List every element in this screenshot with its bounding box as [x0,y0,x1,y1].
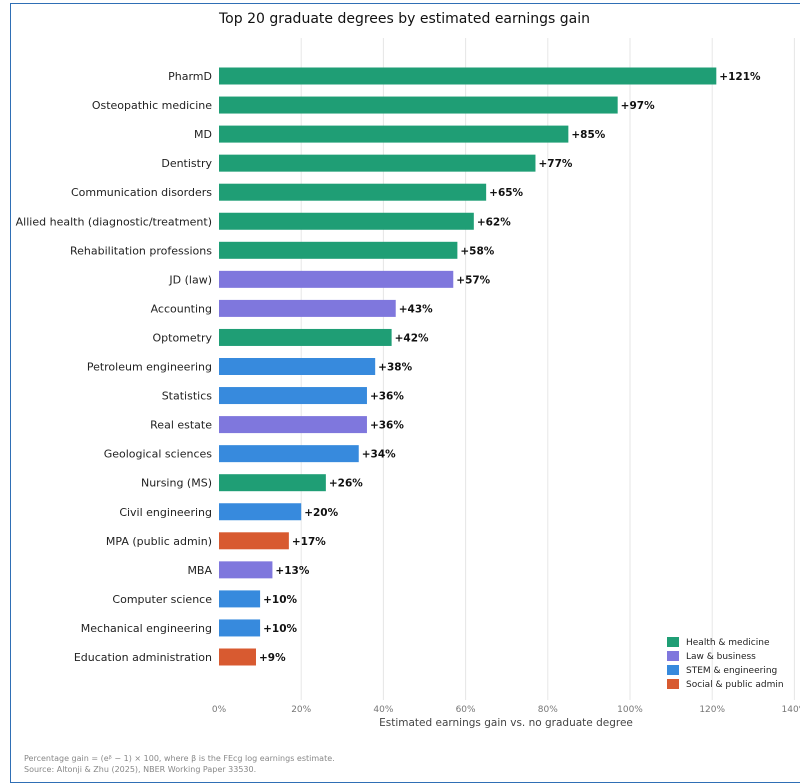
category-label: JD (law) [168,273,212,286]
bar [219,532,289,550]
bar [219,270,454,288]
value-label: +38% [378,362,412,374]
x-tick-label: 0% [212,705,227,715]
legend-label: Social & public admin [686,680,784,690]
value-label: +58% [460,245,494,257]
x-axis-title: Estimated earnings gain vs. no graduate … [379,717,633,729]
value-label: +65% [489,187,523,199]
value-label: +13% [275,565,309,577]
category-label: MPA (public admin) [106,535,212,548]
value-label: +36% [370,391,404,403]
value-label: +121% [719,71,761,83]
bar [219,358,376,375]
value-label: +77% [538,158,572,170]
category-label: Mechanical engineering [81,622,212,635]
footnote-formula: Percentage gain = (eᵝ − 1) × 100, where … [24,754,335,763]
category-label: Geological sciences [104,448,213,461]
chart-title: Top 20 graduate degrees by estimated ear… [218,11,590,27]
category-label: Osteopathic medicine [92,99,212,112]
value-label: +34% [362,449,396,461]
category-label: Accounting [151,302,212,315]
legend: Health & medicine Law & business STEM & en… [667,637,784,690]
legend-label: Law & business [686,652,756,662]
legend-label: Health & medicine [686,638,770,648]
value-label: +97% [621,100,655,112]
bar [219,590,261,608]
value-label: +10% [263,623,297,635]
value-label: +10% [263,594,297,606]
legend-label: STEM & engineering [686,666,777,676]
bar [219,328,392,346]
value-label: +85% [571,129,605,141]
footnote-source: Source: Altonji & Zhu (2025), NBER Worki… [24,765,256,774]
value-label: +57% [456,274,490,286]
category-label: Real estate [150,419,212,432]
category-label: MBA [187,564,212,577]
bar [219,154,536,172]
x-tick-label: 140% [782,705,800,715]
bar [219,561,273,579]
value-label: +20% [304,507,338,519]
value-label: +26% [329,478,363,490]
value-label: +62% [477,216,511,228]
bar [219,474,326,492]
legend-swatch [667,651,679,661]
x-tick-label: 120% [699,705,725,715]
value-label: +9% [259,652,286,664]
value-label: +36% [370,420,404,432]
bar [219,648,256,666]
value-label: +42% [395,332,429,344]
bar [219,387,367,405]
category-label: Education administration [74,651,212,664]
value-label: +17% [292,536,326,548]
x-tick-label: 100% [617,705,643,715]
labels: PharmD +121% Osteopathic medicine +97% MD +85… [16,70,761,664]
bar [219,299,396,317]
bars [219,67,717,666]
category-label: MD [194,128,212,141]
bar [219,503,302,521]
x-axis-ticks: 0% 20% 40% 60% 80% 100% 120% 140% [212,705,800,715]
gridlines [300,38,795,700]
category-label: Dentistry [161,157,212,170]
bar [219,212,474,230]
bar [219,96,618,114]
value-label: +43% [399,303,433,315]
legend-swatch [667,665,679,675]
x-tick-label: 20% [291,705,311,715]
x-tick-label: 40% [373,705,393,715]
category-label: Computer science [112,593,212,606]
bar [219,183,487,201]
x-tick-label: 80% [538,705,558,715]
bar [219,125,569,143]
category-label: Rehabilitation professions [70,244,212,257]
category-label: Civil engineering [119,506,212,519]
category-label: Statistics [162,390,213,403]
bar [219,67,717,85]
category-label: Optometry [152,331,212,344]
bar [219,241,458,259]
category-label: Allied health (diagnostic/treatment) [16,215,212,228]
category-label: Communication disorders [71,186,212,199]
legend-swatch [667,679,679,689]
category-label: PharmD [168,70,212,83]
bar [219,416,367,434]
bar [219,445,359,463]
bar [219,619,261,637]
category-label: Petroleum engineering [87,361,212,374]
legend-swatch [667,637,679,647]
x-tick-label: 60% [456,705,476,715]
category-label: Nursing (MS) [141,477,212,490]
